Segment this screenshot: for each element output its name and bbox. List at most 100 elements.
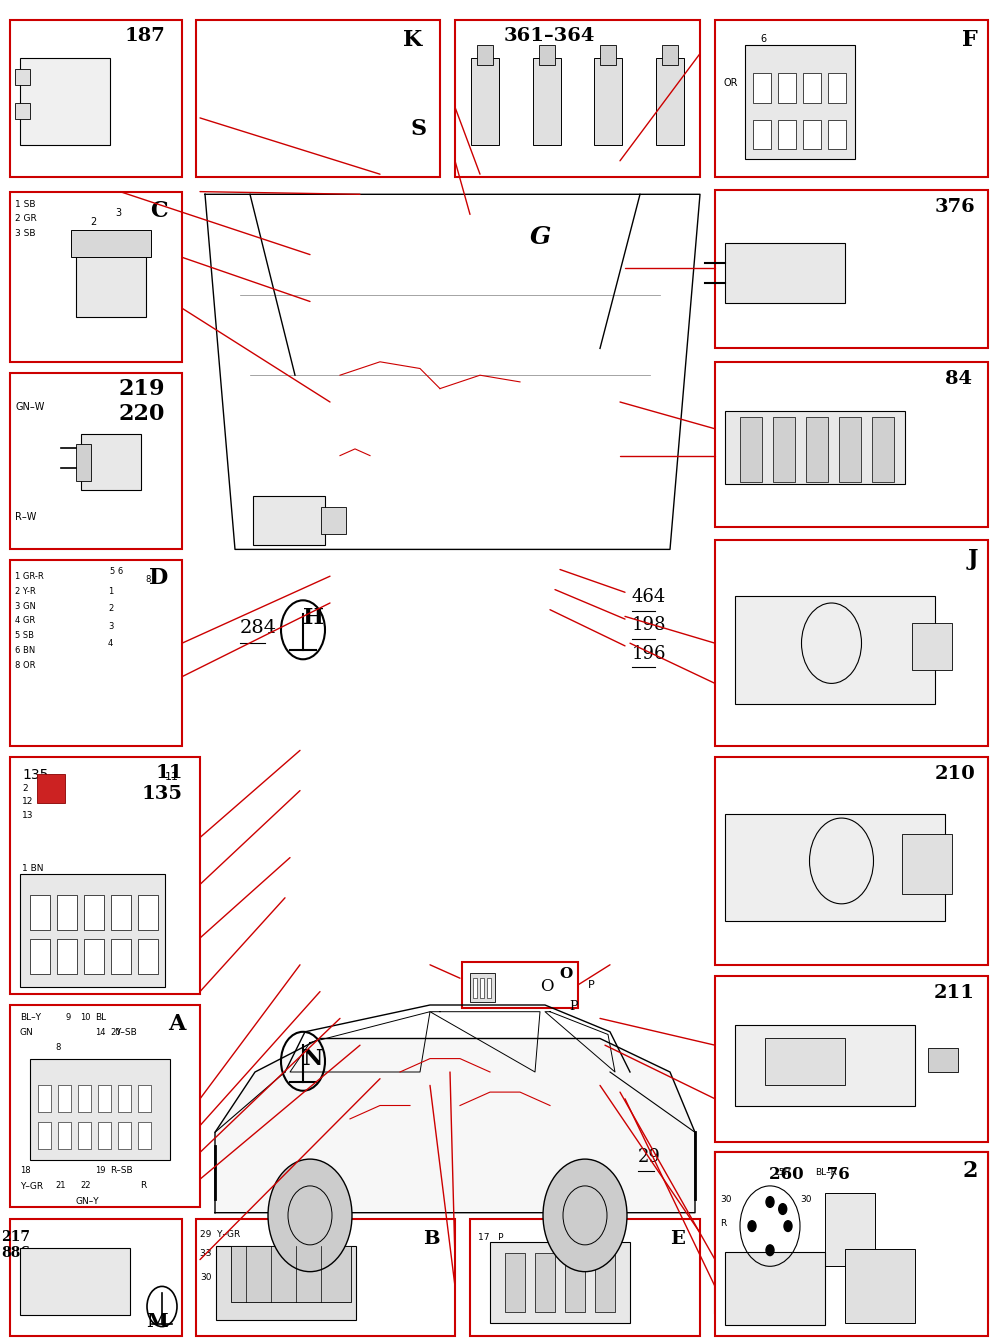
Text: J: J [968, 548, 978, 570]
Bar [216, 1246, 356, 1320]
Text: 21: 21 [55, 1181, 66, 1190]
Text: 135: 135 [22, 768, 48, 781]
Text: Y–GR: Y–GR [20, 1182, 43, 1191]
Text: R: R [720, 1219, 726, 1229]
Bar [902, 833, 952, 895]
Text: 9: 9 [65, 1013, 70, 1022]
Text: 30: 30 [200, 1273, 212, 1282]
Bar [715, 20, 988, 177]
Bar [535, 1253, 555, 1312]
Bar [58, 1085, 71, 1112]
Bar [253, 497, 325, 545]
Bar [10, 560, 182, 746]
Text: 31: 31 [245, 1313, 256, 1323]
Text: 3 GN: 3 GN [15, 602, 36, 611]
Bar [138, 939, 158, 974]
Text: N: N [303, 1048, 323, 1069]
Bar [57, 895, 77, 930]
Bar [462, 962, 578, 1008]
Bar [138, 895, 158, 930]
Text: S: S [411, 118, 427, 139]
Bar [928, 1048, 958, 1072]
Text: 11: 11 [165, 772, 179, 781]
Bar [662, 46, 678, 64]
Bar [656, 59, 684, 146]
Bar [320, 508, 346, 535]
Bar [745, 46, 855, 158]
Text: 11 P: 11 P [22, 894, 42, 903]
Text: 219
220: 219 220 [119, 378, 165, 425]
Bar [29, 821, 57, 858]
Bar [473, 978, 477, 998]
Bar [10, 1219, 182, 1336]
Bar [806, 418, 828, 482]
Bar [773, 418, 795, 482]
Text: D: D [149, 567, 168, 588]
Bar [10, 1005, 200, 1207]
Text: 5 SB: 5 SB [15, 631, 34, 641]
Bar [138, 1123, 151, 1150]
Bar [470, 973, 495, 1002]
Text: 22: 22 [80, 1181, 90, 1190]
Bar [68, 673, 88, 716]
Circle shape [748, 1221, 756, 1231]
Bar [78, 1085, 91, 1112]
Bar [490, 1242, 630, 1323]
Bar [740, 418, 762, 482]
Text: 198: 198 [632, 616, 666, 634]
Bar [715, 976, 988, 1142]
Text: R–W: R–W [15, 512, 36, 521]
Bar [84, 895, 104, 930]
Text: A: A [168, 1013, 185, 1034]
Bar [94, 673, 114, 716]
Bar [15, 68, 30, 84]
Bar [58, 1123, 71, 1150]
Bar [38, 1123, 51, 1150]
Bar [20, 59, 110, 146]
Circle shape [268, 1159, 352, 1272]
Text: 11
135: 11 135 [142, 764, 183, 803]
Bar [134, 821, 162, 858]
Bar [25, 770, 165, 862]
Text: G: G [530, 225, 551, 249]
Bar [600, 46, 616, 64]
Bar [533, 59, 561, 146]
Bar [565, 1253, 585, 1312]
Text: BL–Y: BL–Y [20, 1013, 41, 1022]
Text: 14: 14 [95, 1028, 106, 1037]
Circle shape [766, 1197, 774, 1207]
Bar [539, 46, 555, 64]
Bar [57, 939, 77, 974]
Text: 30: 30 [800, 1195, 812, 1205]
Circle shape [779, 1203, 787, 1214]
Bar [470, 1219, 700, 1336]
Text: B: B [423, 1230, 440, 1248]
Text: K: K [403, 29, 422, 51]
Bar [10, 20, 182, 177]
Text: 3: 3 [115, 208, 121, 217]
Text: 13 BL–R: 13 BL–R [22, 923, 58, 933]
Text: BL–R: BL–R [815, 1168, 837, 1178]
Bar [196, 1219, 455, 1336]
Bar [455, 20, 700, 177]
Bar [99, 776, 127, 812]
Text: 4 GR: 4 GR [15, 616, 35, 626]
Text: 196: 196 [632, 645, 666, 662]
Bar [118, 1123, 131, 1150]
Bar [134, 776, 162, 812]
Text: 13: 13 [22, 811, 34, 820]
Text: P: P [588, 980, 595, 990]
Bar [30, 895, 50, 930]
Bar [98, 1123, 111, 1150]
Text: 84: 84 [945, 370, 972, 387]
Bar [66, 612, 166, 721]
Text: 19: 19 [95, 1166, 106, 1175]
Bar [828, 121, 846, 150]
Bar [76, 444, 91, 481]
Bar [803, 121, 821, 150]
Text: 464: 464 [632, 588, 666, 606]
Bar [828, 72, 846, 103]
Text: 10: 10 [80, 1013, 90, 1022]
Bar [196, 20, 440, 177]
Bar [71, 230, 151, 256]
